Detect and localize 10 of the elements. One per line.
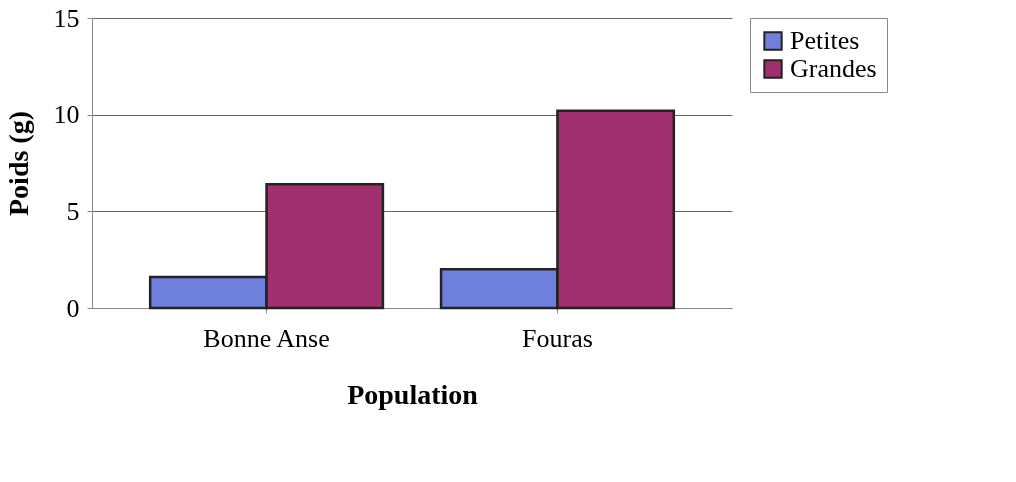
x-tick-label: Bonne Anse bbox=[203, 323, 330, 353]
x-axis-title: Population bbox=[347, 378, 479, 410]
x-tick-label: Fouras bbox=[522, 323, 593, 353]
y-tick-label: 15 bbox=[53, 3, 80, 33]
legend-label: Petites bbox=[790, 26, 860, 55]
y-tick-label: 0 bbox=[66, 293, 80, 323]
y-axis-title: Poids (g) bbox=[2, 111, 34, 216]
y-tick-label: 5 bbox=[66, 196, 80, 226]
legend-label: Grandes bbox=[790, 54, 877, 83]
y-tick-label: 10 bbox=[53, 100, 80, 130]
